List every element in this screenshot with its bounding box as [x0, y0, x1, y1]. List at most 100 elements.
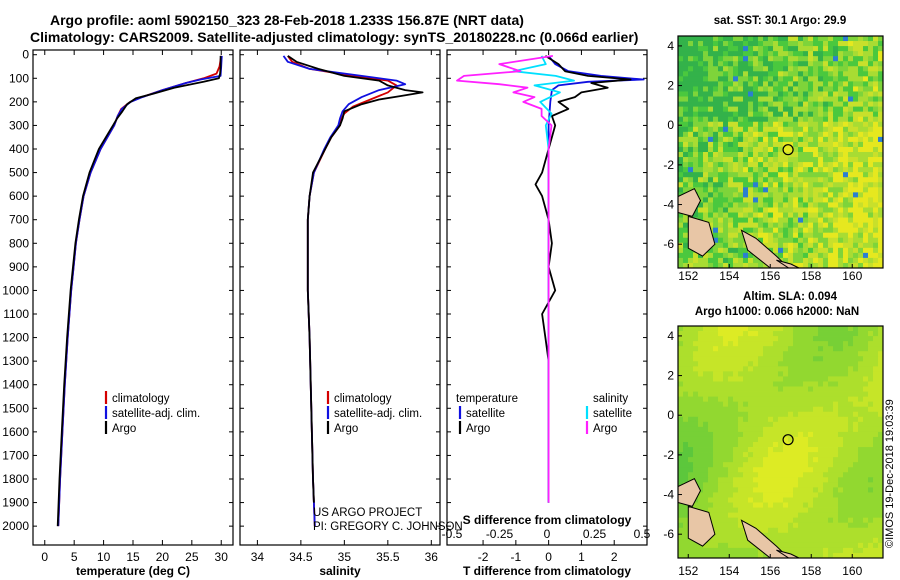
map-cell [878, 252, 884, 259]
map-cell [693, 257, 699, 264]
map-cell [788, 331, 794, 337]
map-cell [763, 482, 769, 488]
map-cell [733, 326, 739, 332]
map-cell [703, 146, 709, 153]
map-cell [693, 146, 699, 153]
map-cell [833, 537, 839, 544]
map-cell [708, 121, 714, 128]
map-cell [783, 187, 789, 193]
map-cell [868, 472, 874, 478]
map-cell [698, 416, 704, 423]
map-cell [868, 91, 874, 97]
map-cell [843, 396, 849, 403]
map-cell [703, 482, 709, 488]
map-cell [838, 537, 844, 544]
map-cell [833, 96, 839, 102]
map-cell [773, 442, 779, 448]
map-cell [743, 91, 749, 97]
map-cell [738, 167, 744, 173]
map-cell [683, 187, 689, 193]
map-cell [703, 361, 709, 367]
map-cell [803, 146, 809, 153]
map-cell [783, 381, 789, 387]
map-cell [793, 421, 799, 428]
map-cell [723, 497, 729, 503]
map-cell [858, 76, 864, 82]
map-cell [848, 462, 854, 468]
map-cell [773, 376, 779, 382]
map-cell [818, 482, 824, 488]
map-cell [838, 121, 844, 128]
map-cell [848, 86, 854, 92]
map-cell [788, 532, 794, 539]
map-cell [713, 492, 719, 498]
map-cell [758, 187, 764, 193]
map-cell [778, 381, 784, 387]
map-cell [818, 96, 824, 102]
map-cell [688, 252, 694, 259]
map-cell [813, 86, 819, 92]
map-cell [708, 131, 714, 138]
map-cell [778, 361, 784, 367]
map-cell [838, 71, 844, 77]
map-cell [678, 81, 684, 87]
map-cell [838, 262, 844, 269]
map-cell [698, 262, 704, 269]
map-cell [693, 442, 699, 448]
map-cell [878, 386, 884, 392]
map-cell [693, 121, 699, 128]
map-cell [863, 507, 869, 514]
map-cell [793, 452, 799, 458]
map-cell [763, 512, 769, 519]
map-cell [683, 401, 689, 408]
map-cell [733, 396, 739, 403]
map-cell [713, 351, 719, 357]
map-cell [873, 81, 879, 87]
map-cell [738, 121, 744, 128]
map-cell [743, 361, 749, 367]
map-cell [683, 136, 689, 143]
map-cell [758, 351, 764, 357]
map-cell [763, 262, 769, 269]
map-cell [788, 237, 794, 244]
map-cell [813, 517, 819, 524]
lon-tick-label: 154 [719, 564, 739, 578]
map-cell [743, 507, 749, 514]
map-cell [703, 371, 709, 377]
map-cell [783, 41, 789, 47]
map-cell [798, 217, 804, 224]
map-cell [838, 152, 844, 158]
map-cell [798, 426, 804, 433]
map-cell [858, 182, 864, 188]
map-cell [878, 436, 884, 443]
map-cell [728, 192, 734, 198]
lon-tick-label: 156 [760, 564, 780, 578]
map-cell [693, 336, 699, 342]
map-cell [723, 442, 729, 448]
map-cell [813, 401, 819, 408]
map-cell [803, 411, 809, 418]
map-cell [778, 46, 784, 52]
map-cell [683, 356, 689, 362]
map-cell [788, 182, 794, 188]
map-cell [793, 457, 799, 463]
map-cell [858, 247, 864, 254]
map-cell [738, 172, 744, 178]
map-cell [703, 41, 709, 47]
map-cell [878, 467, 884, 473]
map-cell [873, 222, 879, 229]
map-cell [858, 36, 864, 42]
map-cell [848, 71, 854, 77]
map-cell [738, 56, 744, 62]
map-cell [873, 537, 879, 544]
map-cell [688, 257, 694, 264]
map-cell [868, 222, 874, 229]
map-cell [818, 76, 824, 82]
map-cell [718, 111, 724, 118]
map-cell [713, 36, 719, 42]
map-cell [723, 507, 729, 514]
map-cell [763, 152, 769, 158]
map-cell [873, 457, 879, 463]
map-cell [818, 61, 824, 67]
map-cell [778, 56, 784, 62]
